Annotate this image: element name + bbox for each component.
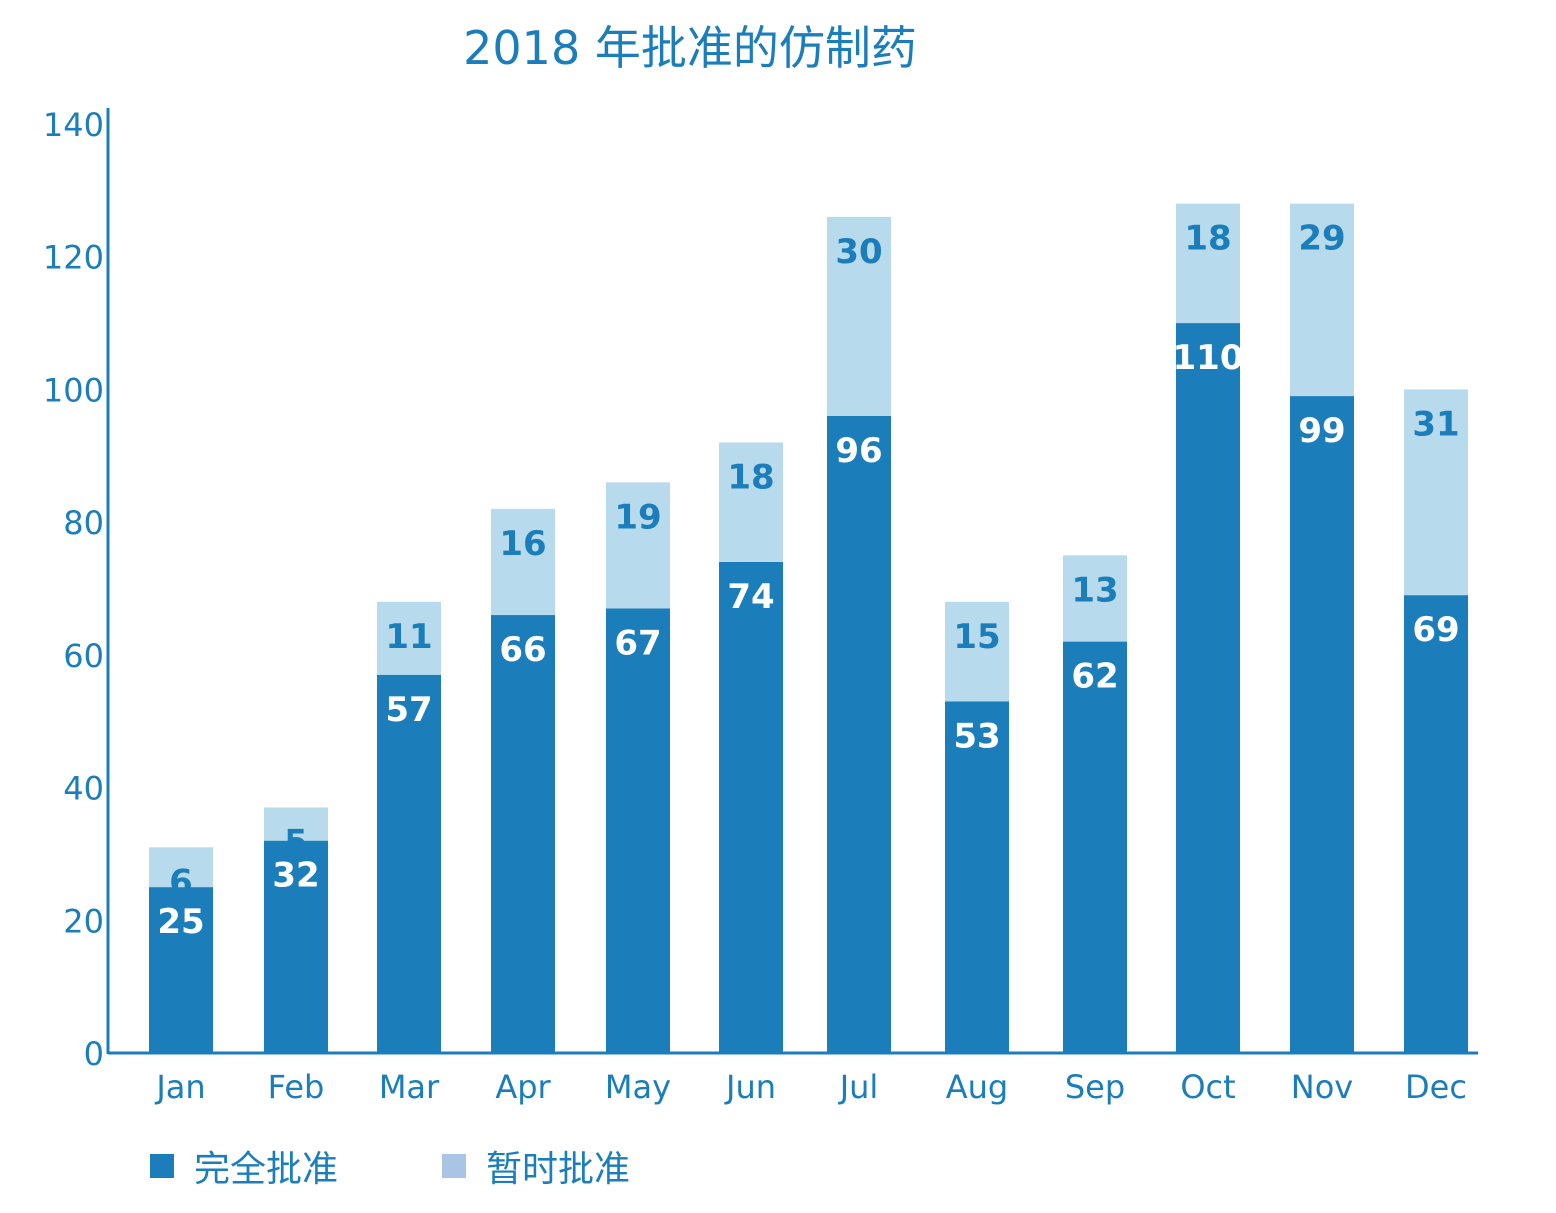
data-label-full-approval: 25 [157,902,204,942]
legend-swatch-full-approval [150,1154,174,1178]
x-tick-label: Jan [154,1068,205,1106]
y-tick-label: 40 [63,770,104,808]
bar-tentative-approval [491,508,555,616]
data-label-tentative-approval: 29 [1298,219,1345,259]
data-label-tentative-approval: 11 [385,617,432,657]
bar-full-approval [1176,323,1240,1054]
legend-label-tentative-approval: 暂时批准 [486,1149,631,1190]
x-tick-label: Jul [838,1068,879,1106]
y-tick-label: 80 [63,504,104,542]
bar-full-approval [491,615,555,1053]
bar-full-approval [377,674,441,1053]
chart-title: 2018 年批准的仿制药 [463,21,917,75]
bar-tentative-approval [264,807,328,841]
bar-full-approval [827,415,891,1053]
y-tick-label: 120 [43,239,104,277]
data-label-full-approval: 57 [385,690,432,730]
data-label-full-approval: 67 [614,623,661,663]
bar-tentative-approval [1404,389,1468,596]
data-label-full-approval: 62 [1071,657,1118,697]
x-tick-label: Apr [495,1068,551,1106]
bar-full-approval [719,561,783,1053]
bar-tentative-approval [149,847,213,888]
data-label-full-approval: 96 [835,431,882,471]
legend-item-full-approval: 完全批准 [150,1140,338,1192]
data-label-tentative-approval: 6 [169,862,193,902]
bar-tentative-approval [719,442,783,562]
data-label-tentative-approval: 18 [1184,219,1231,259]
bar-tentative-approval [377,601,441,675]
x-tick-label: May [605,1068,671,1106]
bar-full-approval [149,887,213,1053]
bar-full-approval [1290,396,1354,1053]
bar-tentative-approval [1290,203,1354,397]
bar-full-approval [606,608,670,1053]
data-label-tentative-approval: 15 [953,617,1000,657]
data-label-tentative-approval: 31 [1412,404,1459,444]
data-label-tentative-approval: 30 [835,232,882,272]
y-tick-label: 0 [84,1035,104,1073]
bar-full-approval [1404,595,1468,1053]
data-label-tentative-approval: 13 [1071,570,1118,610]
y-tick-label: 140 [43,106,104,144]
x-tick-label: Mar [379,1068,440,1106]
data-label-full-approval: 53 [953,716,1000,756]
bar-tentative-approval [827,216,891,416]
legend-item-tentative-approval: 暂时批准 [442,1140,630,1192]
x-tick-label: Sep [1065,1068,1125,1106]
data-label-full-approval: 66 [499,630,546,670]
bar-full-approval [945,701,1009,1053]
x-tick-label: Nov [1291,1068,1353,1106]
legend: 完全批准 暂时批准 [0,1140,1556,1200]
data-label-full-approval: 69 [1412,610,1459,650]
bar-tentative-approval [1176,203,1240,324]
y-tick-label: 100 [43,371,104,409]
x-tick-label: Dec [1405,1068,1467,1106]
bar-tentative-approval [606,482,670,609]
data-label-full-approval: 74 [727,577,774,617]
bar-full-approval [264,840,328,1053]
data-label-tentative-approval: 19 [614,497,661,537]
data-label-full-approval: 99 [1298,411,1345,451]
x-tick-label: Aug [946,1068,1008,1106]
data-label-tentative-approval: 16 [499,524,546,564]
data-label-tentative-approval: 18 [727,458,774,498]
legend-label-full-approval: 完全批准 [194,1149,339,1190]
x-tick-label: Jun [724,1068,776,1106]
bar-tentative-approval [1063,555,1127,642]
y-tick-label: 20 [63,902,104,940]
x-tick-label: Feb [268,1068,325,1106]
data-label-full-approval: 110 [1173,338,1244,378]
data-label-full-approval: 32 [272,856,319,896]
bar-tentative-approval [945,601,1009,702]
data-label-tentative-approval: 5 [284,822,308,862]
legend-swatch-tentative-approval [442,1154,466,1178]
x-tick-label: Oct [1180,1068,1235,1106]
y-tick-label: 60 [63,637,104,675]
bar-full-approval [1063,641,1127,1053]
